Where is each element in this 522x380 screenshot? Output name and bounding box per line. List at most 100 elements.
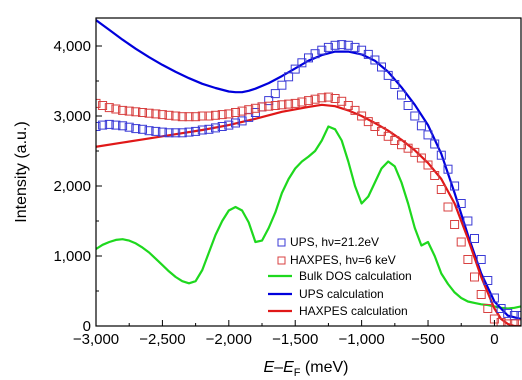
x-axis-title-energy: E [264,359,275,376]
data-point-ups-h-21-2ev [377,62,386,72]
data-point-ups-h-21-2ev [430,139,440,149]
data-point-haxpes-h-6-kev [237,106,247,116]
data-point-haxpes-h-6-kev [436,185,446,194]
data-point-haxpes-h-6-kev [363,117,373,127]
data-point-ups-h-21-2ev [118,121,128,131]
plot-frame [95,17,522,327]
legend-label-dos-calc: Bulk DOS calculation [299,269,412,283]
data-point-ups-h-21-2ev [337,40,347,50]
legend-label-haxpes-calc: HAXPES calculation [299,304,408,318]
data-point-ups-h-21-2ev [104,119,114,129]
data-point-haxpes-h-6-kev [304,96,313,106]
data-point-haxpes-h-6-kev [423,160,433,170]
data-point-haxpes-h-6-kev [124,106,134,116]
data-point-ups-h-21-2ev [270,89,280,99]
x-tick-label: 0 [490,331,498,348]
data-point-haxpes-h-6-kev [290,98,300,108]
data-point-ups-h-21-2ev [496,304,506,313]
data-point-ups-h-21-2ev [476,255,486,264]
legend-swatch-ups-data [277,238,286,247]
data-point-haxpes-h-6-kev [151,109,161,119]
data-point-haxpes-h-6-kev [470,272,479,282]
data-point-ups-h-21-2ev [383,70,393,80]
data-point-ups-h-21-2ev [231,118,240,128]
x-axis-title-subscript: F [294,367,301,379]
data-point-haxpes-h-6-kev [138,108,147,117]
data-point-haxpes-h-6-kev [343,101,353,110]
data-point-haxpes-h-6-kev [98,101,108,110]
data-point-ups-h-21-2ev [436,150,446,160]
legend-label-haxpes-data: HAXPES, hν=6 keV [290,253,396,267]
data-point-ups-h-21-2ev [98,120,108,130]
data-point-haxpes-h-6-kev [204,111,214,121]
data-point-haxpes-h-6-kev [157,110,167,120]
data-point-haxpes-h-6-kev [297,97,307,107]
data-point-ups-h-21-2ev [470,234,479,243]
data-point-haxpes-h-6-kev [197,111,207,121]
series-line-ups-calculation [96,19,521,321]
y-axis-title: Intensity (a.u.) [13,121,30,222]
data-point-haxpes-h-6-kev [503,319,513,326]
data-point-haxpes-h-6-kev [131,107,141,117]
data-point-haxpes-h-6-kev [244,105,254,115]
data-point-ups-h-21-2ev [164,128,174,138]
data-point-haxpes-h-6-kev [430,171,440,180]
y-tick-label: 1,000 [53,248,91,265]
data-point-ups-h-21-2ev [390,80,400,89]
data-point-ups-h-21-2ev [416,121,426,131]
axis-ticks: −3,000 −2,500 −2,000 −1,500 −1,000 −500 0 0 1,00… [53,38,498,348]
legend-label-ups-calc: UPS calculation [299,287,384,301]
x-tick-label: −500 [411,331,445,348]
data-point-ups-h-21-2ev [224,120,234,130]
data-point-ups-h-21-2ev [323,42,333,52]
data-point-ups-h-21-2ev [157,127,167,137]
data-point-ups-h-21-2ev [363,49,373,59]
data-point-ups-h-21-2ev [350,42,360,52]
data-point-haxpes-h-6-kev [377,126,386,136]
x-tick-label: −3,000 [73,331,119,348]
data-point-haxpes-h-6-kev [264,101,274,111]
data-point-ups-h-21-2ev [423,130,433,140]
data-point-haxpes-h-6-kev [177,112,187,122]
data-point-ups-h-21-2ev [450,181,460,191]
x-axis-title-unit: (meV) [300,359,348,376]
data-point-ups-h-21-2ev [131,124,141,134]
data-point-haxpes-h-6-kev [317,93,327,103]
data-point-ups-h-21-2ev [370,55,380,65]
data-point-ups-h-21-2ev [297,58,307,68]
x-axis-title-sep: – [274,359,283,376]
data-point-ups-h-21-2ev [410,111,420,121]
y-tick-label: 2,000 [53,178,91,195]
data-point-ups-h-21-2ev [317,45,327,55]
data-point-ups-h-21-2ev [463,216,473,226]
data-point-haxpes-h-6-kev [104,103,114,113]
data-point-ups-h-21-2ev [171,128,181,138]
data-point-ups-h-21-2ev [111,120,121,130]
data-point-ups-h-21-2ev [191,126,201,136]
data-point-haxpes-h-6-kev [257,102,267,112]
data-point-ups-h-21-2ev [277,80,287,90]
data-point-ups-h-21-2ev [151,126,161,136]
y-tick-label: 3,000 [53,108,91,125]
data-point-haxpes-h-6-kev [323,92,333,102]
data-point-haxpes-h-6-kev [450,220,460,229]
x-tick-label: −1,500 [272,331,318,348]
data-point-ups-h-21-2ev [184,127,194,137]
legend: UPS, hν=21.2eV HAXPES, hν=6 keV Bulk DOS… [268,235,412,318]
data-point-haxpes-h-6-kev [270,101,280,110]
x-tick-label: −2,500 [139,331,185,348]
data-point-haxpes-h-6-kev [350,105,360,115]
x-axis-title: E–EF (meV) [264,359,349,379]
data-point-ups-h-21-2ev [138,124,147,134]
data-point-ups-h-21-2ev [124,122,134,132]
data-point-haxpes-h-6-kev [171,111,181,121]
data-point-haxpes-h-6-kev [456,237,466,247]
data-point-haxpes-h-6-kev [191,112,201,122]
data-point-haxpes-h-6-kev [476,290,486,299]
y-tick-label: 0 [83,318,91,335]
data-point-haxpes-h-6-kev [164,110,174,120]
data-point-haxpes-h-6-kev [184,112,194,122]
data-point-ups-h-21-2ev [397,90,406,100]
data-point-haxpes-h-6-kev [357,111,367,121]
